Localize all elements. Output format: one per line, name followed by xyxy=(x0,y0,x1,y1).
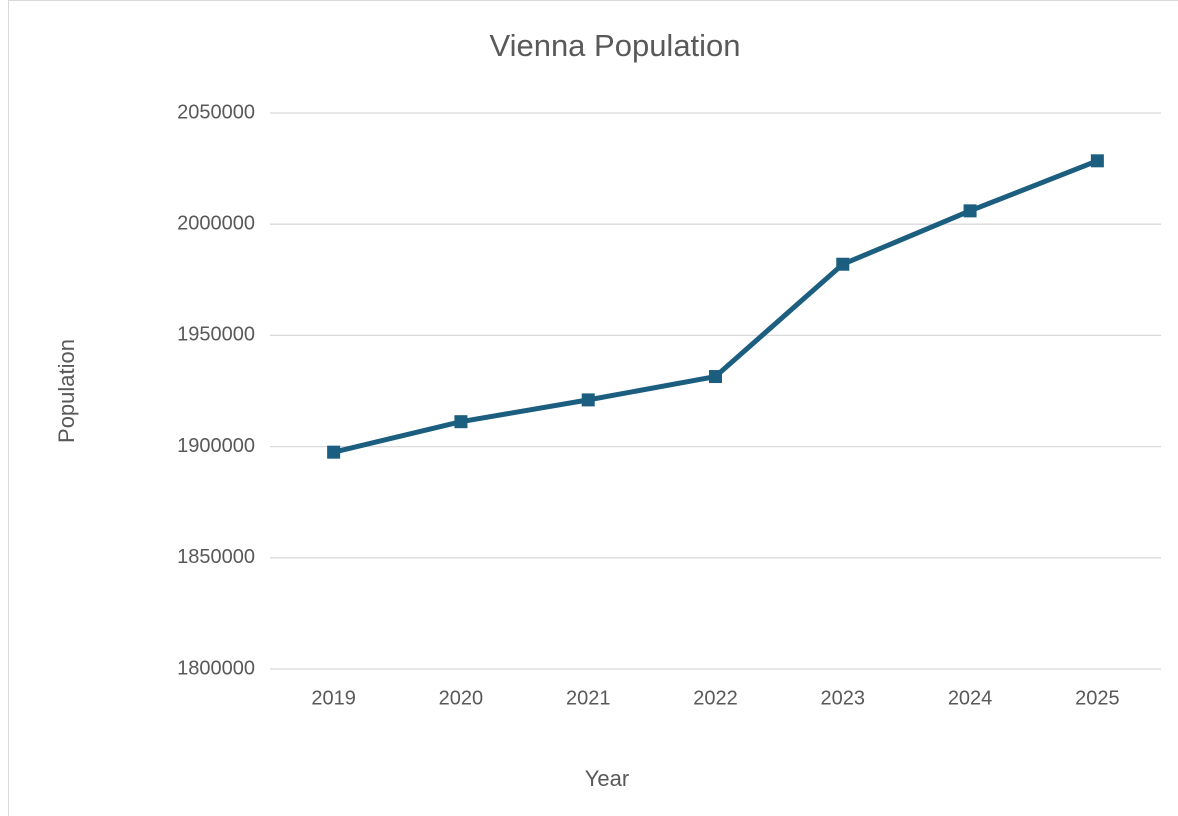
x-axis-title: Year xyxy=(585,766,629,791)
marker xyxy=(709,370,722,384)
marker xyxy=(963,204,977,218)
x-tick-label: 2020 xyxy=(439,687,484,709)
x-tick-label: 2022 xyxy=(693,687,738,709)
chart-title: Vienna Population xyxy=(489,28,740,63)
y-tick-label: 1800000 xyxy=(177,657,255,679)
x-tick-label: 2024 xyxy=(948,687,993,709)
marker xyxy=(327,445,341,459)
y-tick-label: 1950000 xyxy=(177,324,255,346)
marker xyxy=(454,415,468,429)
y-axis-title: Population xyxy=(54,339,79,443)
marker xyxy=(581,393,595,407)
chart-border xyxy=(8,0,1178,816)
y-tick-label: 2050000 xyxy=(177,101,255,123)
y-tick-label: 1900000 xyxy=(177,435,255,457)
x-tick-label: 2021 xyxy=(566,687,611,709)
y-tick-label: 2000000 xyxy=(177,212,255,234)
x-tick-label: 2023 xyxy=(821,687,866,709)
x-tick-label: 2019 xyxy=(311,687,356,709)
x-tick-label: 2025 xyxy=(1075,687,1120,709)
y-tick-label: 1850000 xyxy=(177,546,255,568)
marker xyxy=(1090,154,1104,168)
marker xyxy=(836,257,850,271)
